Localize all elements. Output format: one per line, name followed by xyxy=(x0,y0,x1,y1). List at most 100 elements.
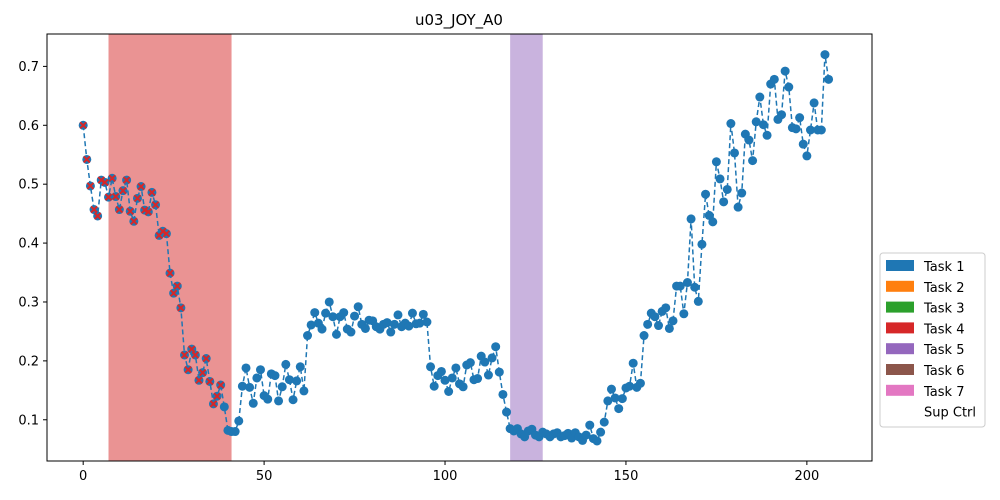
data-point-107 xyxy=(465,358,475,368)
data-point-140 xyxy=(585,420,595,430)
data-point-93 xyxy=(415,318,425,328)
data-point-111 xyxy=(480,357,490,367)
data-point-200 xyxy=(802,151,812,161)
x-tick-label-0: 0 xyxy=(79,469,87,484)
data-point-166 xyxy=(679,309,689,319)
x-marker-12 xyxy=(122,176,131,184)
x-marker-28 xyxy=(180,351,189,359)
legend-label-1: Task 1 xyxy=(923,260,964,275)
data-point-155 xyxy=(639,331,649,341)
data-point-74 xyxy=(346,327,356,337)
x-marker-3 xyxy=(90,205,98,214)
data-point-174 xyxy=(708,217,718,227)
data-point-103 xyxy=(451,363,461,373)
data-point-44 xyxy=(237,381,247,391)
x-tick-label-50: 50 xyxy=(256,469,273,484)
data-point-63 xyxy=(306,320,316,330)
data-point-57 xyxy=(284,375,294,385)
y-tick-label-0.4: 0.4 xyxy=(18,237,39,252)
data-point-112 xyxy=(483,370,493,380)
chart-title: u03_JOY_A0 xyxy=(415,11,503,30)
data-point-194 xyxy=(780,66,790,76)
data-point-95 xyxy=(422,317,432,327)
x-marker-34 xyxy=(202,354,210,363)
data-point-205 xyxy=(820,50,830,60)
data-point-180 xyxy=(730,148,739,158)
data-point-152 xyxy=(628,358,638,368)
data-point-161 xyxy=(661,303,671,313)
legend-swatch-8 xyxy=(886,405,914,417)
legend-swatch-6 xyxy=(886,364,914,375)
legend-swatch-4 xyxy=(886,322,914,334)
data-point-114 xyxy=(491,342,501,352)
data-point-45 xyxy=(241,363,251,373)
legend-label-6: Task 6 xyxy=(923,364,964,379)
data-point-143 xyxy=(596,427,606,437)
data-point-187 xyxy=(755,92,765,102)
data-point-147 xyxy=(610,393,620,403)
data-point-58 xyxy=(288,395,298,405)
x-marker-32 xyxy=(195,376,203,385)
legend-label-3: Task 3 xyxy=(923,302,964,317)
x-marker-26 xyxy=(173,282,181,290)
data-point-109 xyxy=(473,374,483,384)
data-point-61 xyxy=(299,386,309,396)
data-point-184 xyxy=(744,135,754,145)
x-marker-1 xyxy=(83,155,91,164)
data-point-85 xyxy=(386,327,396,337)
x-tick-label-100: 100 xyxy=(433,469,458,484)
x-marker-7 xyxy=(104,193,113,201)
data-point-171 xyxy=(697,239,707,249)
y-tick-label-0.6: 0.6 xyxy=(18,119,39,134)
data-point-179 xyxy=(726,119,736,129)
x-marker-13 xyxy=(126,207,134,215)
data-point-51 xyxy=(263,394,273,404)
data-point-76 xyxy=(353,302,363,312)
data-point-100 xyxy=(440,375,450,385)
legend-swatch-3 xyxy=(886,301,914,313)
data-point-156 xyxy=(643,319,653,329)
data-point-169 xyxy=(690,282,700,292)
data-point-91 xyxy=(407,308,417,318)
data-point-159 xyxy=(654,321,664,331)
data-point-59 xyxy=(292,376,302,386)
data-point-75 xyxy=(350,311,360,321)
data-point-186 xyxy=(751,117,761,127)
x-marker-24 xyxy=(166,269,174,277)
data-point-94 xyxy=(418,309,428,319)
data-point-67 xyxy=(321,308,331,318)
data-point-176 xyxy=(715,174,725,184)
data-point-84 xyxy=(382,318,392,328)
data-point-43 xyxy=(234,416,244,426)
x-marker-6 xyxy=(101,178,109,187)
data-point-113 xyxy=(487,353,497,363)
x-tick-label-150: 150 xyxy=(614,469,639,484)
x-marker-35 xyxy=(206,377,214,386)
data-point-185 xyxy=(748,156,758,166)
x-marker-11 xyxy=(119,186,127,195)
data-point-170 xyxy=(693,296,703,306)
data-point-144 xyxy=(599,417,609,427)
legend-frame xyxy=(879,252,986,428)
data-point-145 xyxy=(603,396,613,406)
data-point-193 xyxy=(777,110,787,120)
legend-label-5: Task 5 xyxy=(923,343,964,358)
legend-label-8: Sup Ctrl xyxy=(924,406,976,421)
data-point-101 xyxy=(444,387,454,397)
data-point-90 xyxy=(404,321,414,331)
data-point-97 xyxy=(429,381,439,391)
data-point-53 xyxy=(270,371,280,381)
legend-swatch-7 xyxy=(886,384,914,396)
data-point-168 xyxy=(686,214,696,224)
x-marker-8 xyxy=(108,174,116,183)
x-axis: 0 50 100 150 200 xyxy=(79,461,819,484)
data-point-69 xyxy=(328,312,338,322)
data-point-182 xyxy=(737,188,747,198)
data-point-195 xyxy=(784,82,794,92)
legend-label-4: Task 4 xyxy=(923,322,964,337)
data-point-172 xyxy=(701,189,711,199)
y-tick-label-0.5: 0.5 xyxy=(18,178,39,193)
data-point-102 xyxy=(447,373,457,383)
x-marker-37 xyxy=(213,392,221,400)
data-point-162 xyxy=(664,323,674,333)
